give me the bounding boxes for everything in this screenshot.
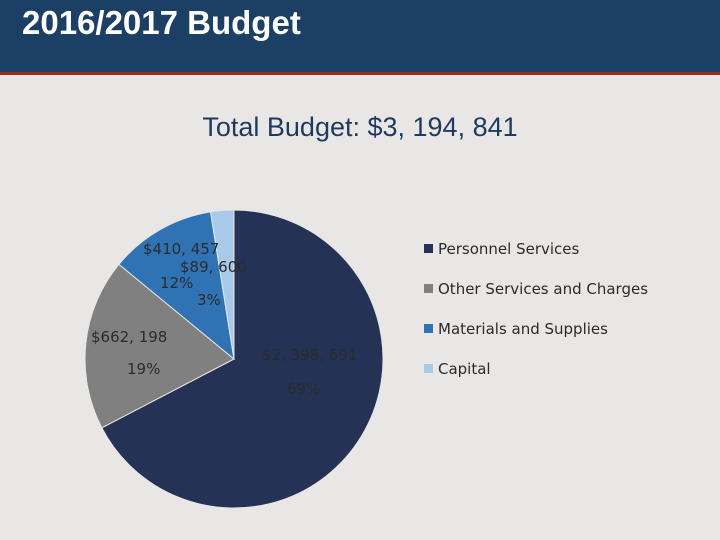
percent-label-other-services: 19%	[127, 360, 160, 378]
legend-item-materials: Materials and Supplies	[424, 320, 608, 338]
legend-swatch-materials	[424, 324, 433, 333]
pie-slice-personnel	[101, 209, 384, 509]
legend-item-personnel: Personnel Services	[424, 240, 579, 258]
pie-slice-materials	[118, 211, 235, 361]
legend-label-capital: Capital	[438, 360, 491, 378]
legend-swatch-personnel	[424, 244, 433, 253]
percent-label-capital: 3%	[197, 291, 221, 309]
legend-label-personnel: Personnel Services	[438, 240, 580, 258]
title-banner: 2016/2017 Budget	[0, 0, 720, 75]
slide-title: 2016/2017 Budget	[22, 4, 301, 41]
chart-title: Total Budget: $3, 194, 841	[202, 112, 518, 142]
legend-item-capital: Capital	[424, 360, 491, 378]
percent-label-materials: 12%	[160, 274, 193, 292]
value-label-other-services: $662, 198	[91, 328, 167, 346]
legend-item-other-services: Other Services and Charges	[424, 280, 648, 298]
percent-label-personnel: 69%	[287, 380, 320, 398]
pie-slice-other-services	[84, 263, 235, 429]
value-label-materials: $410, 457	[143, 240, 219, 258]
value-label-personnel: $2, 398, 691	[262, 346, 357, 364]
legend-swatch-capital	[424, 364, 433, 373]
value-label-capital: $89, 600	[180, 258, 247, 276]
legend-label-materials: Materials and Supplies	[438, 320, 608, 338]
legend-label-other-services: Other Services and Charges	[438, 280, 649, 298]
legend-swatch-other-services	[424, 284, 433, 293]
pie-slice-capital	[209, 209, 235, 360]
